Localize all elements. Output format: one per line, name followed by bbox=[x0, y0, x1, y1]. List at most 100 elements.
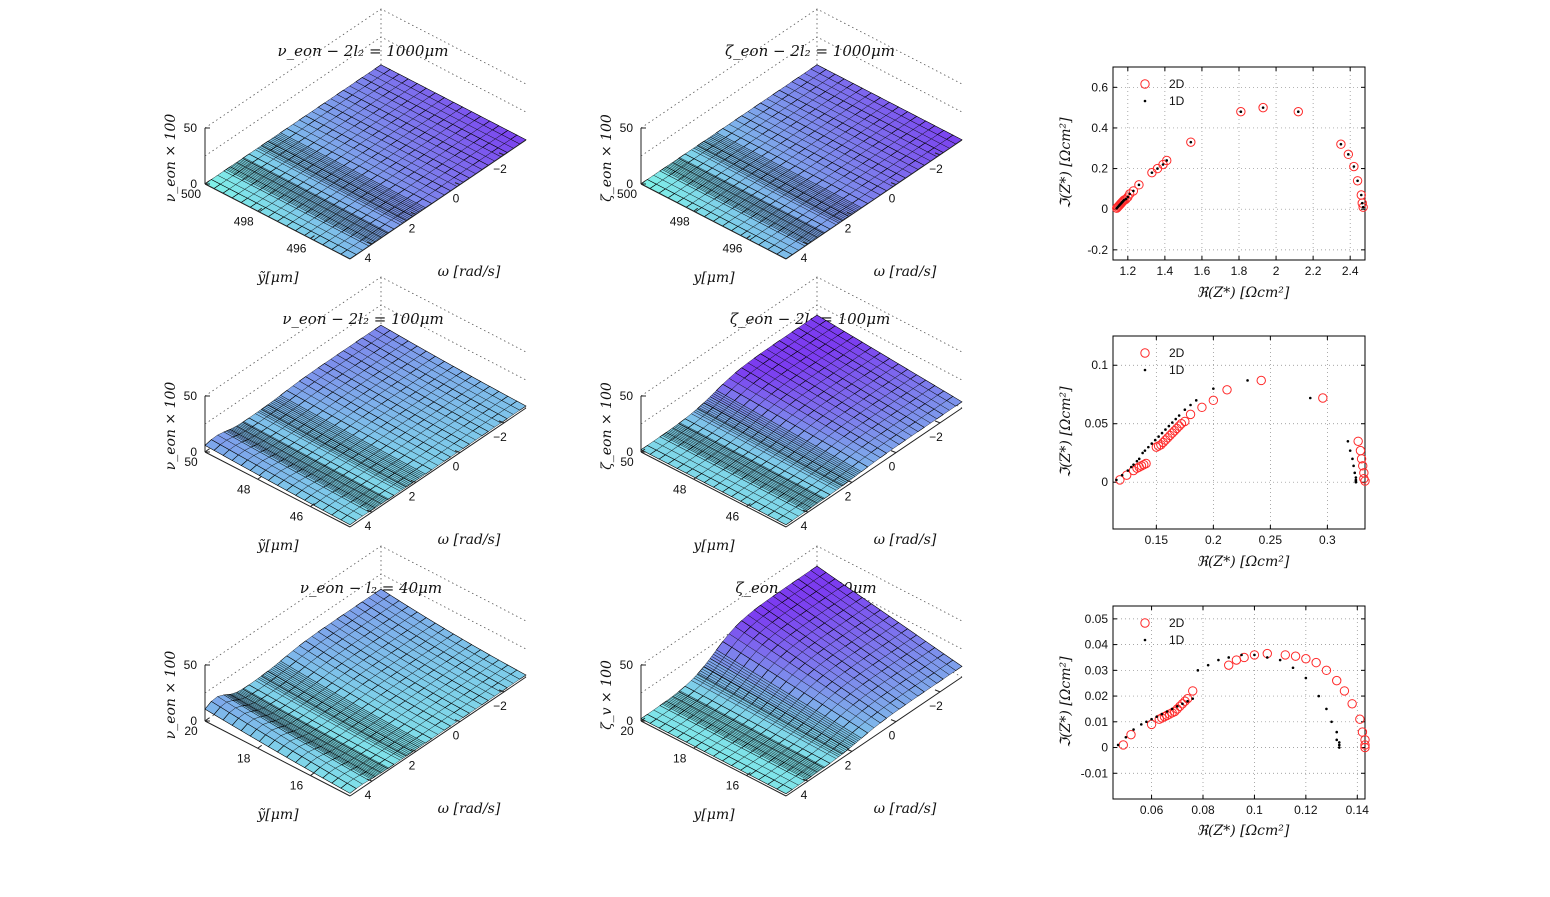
data-point-2d bbox=[1332, 675, 1342, 686]
surface-band-line bbox=[668, 698, 815, 775]
surface-band-line bbox=[242, 158, 388, 234]
data-point-2d bbox=[1180, 696, 1190, 706]
y-tick-label: 0.02 bbox=[1085, 689, 1109, 703]
data-point-1d bbox=[1278, 658, 1282, 662]
surface-band-line bbox=[238, 160, 384, 237]
surface-band-line bbox=[234, 693, 380, 775]
data-point-1d bbox=[1353, 471, 1357, 475]
surface-band-line bbox=[676, 692, 823, 770]
y-tick-label: 0.05 bbox=[1085, 417, 1109, 431]
surface-band-line bbox=[230, 166, 376, 243]
surface-band-line bbox=[701, 668, 848, 751]
data-point-1d bbox=[1132, 189, 1135, 193]
y-tick-label: 0.05 bbox=[1085, 612, 1109, 626]
y-axis-label: ω [rad/s] bbox=[874, 532, 937, 548]
chart-title: ν_eon − 2l₂ = 100μm bbox=[282, 310, 443, 328]
surface-band-line bbox=[277, 397, 423, 477]
surface-band-line bbox=[232, 693, 379, 776]
y-tick-label: 0 bbox=[453, 192, 460, 206]
y-tick bbox=[890, 182, 897, 186]
y-tick bbox=[846, 748, 853, 752]
surface-band-line bbox=[664, 701, 810, 778]
data-point-2d bbox=[1236, 106, 1246, 117]
surface-band-line bbox=[675, 693, 821, 771]
back-grid-line bbox=[640, 545, 963, 666]
data-point-1d bbox=[1147, 445, 1150, 449]
series-1D bbox=[1116, 653, 1341, 749]
legend-label: 2D bbox=[1169, 77, 1185, 91]
surface-band-lines bbox=[661, 391, 861, 511]
x-tick-label: 0.14 bbox=[1346, 803, 1370, 817]
plot-frame bbox=[1112, 335, 1366, 530]
z-tick-label: 50 bbox=[620, 121, 634, 135]
data-point-1d bbox=[1175, 705, 1179, 708]
surface-band-line bbox=[267, 404, 413, 484]
x-axis-label: y[μm] bbox=[692, 270, 735, 286]
surface-band-line bbox=[231, 428, 377, 508]
data-point-1d bbox=[1150, 717, 1153, 721]
x-tick-label: 498 bbox=[234, 214, 254, 228]
data-point-2d bbox=[1197, 402, 1207, 413]
y-tick-label: −2 bbox=[493, 430, 507, 444]
data-point-1d bbox=[1116, 743, 1120, 747]
data-point-1d bbox=[1227, 656, 1231, 659]
data-point-2d bbox=[1355, 714, 1365, 724]
back-grid-line bbox=[204, 276, 527, 397]
x-axis-label: ỹ[μm] bbox=[256, 807, 299, 823]
y-tick-label: 4 bbox=[801, 788, 808, 802]
surface-band-lines bbox=[661, 651, 861, 780]
z-tick-label: 0 bbox=[190, 445, 197, 459]
surface-band-line bbox=[664, 433, 810, 509]
y-tick-label: 4 bbox=[365, 519, 372, 533]
x-tick bbox=[310, 503, 315, 507]
x-tick-label: 20 bbox=[184, 724, 198, 738]
z-tick-label: 0 bbox=[190, 714, 197, 728]
x-axis-line bbox=[204, 183, 351, 260]
surface-band-line bbox=[678, 423, 824, 500]
data-point-1d bbox=[1115, 478, 1118, 482]
data-point-2d bbox=[1352, 176, 1363, 186]
data-point-1d bbox=[1155, 715, 1159, 718]
surface-band-line bbox=[713, 134, 859, 211]
x-axis-line bbox=[640, 183, 787, 260]
surface-band-line bbox=[696, 408, 843, 487]
y-tick-label: 0 bbox=[889, 729, 896, 743]
y-tick-label: 4 bbox=[801, 251, 808, 265]
data-point-1d bbox=[1141, 451, 1144, 455]
x-axis-line bbox=[640, 451, 787, 528]
surface-band-line bbox=[671, 428, 817, 505]
data-point-2d bbox=[1293, 106, 1303, 117]
data-point-1d bbox=[1165, 159, 1169, 162]
surface-band-line bbox=[270, 402, 416, 481]
surface-band-line bbox=[666, 432, 812, 508]
data-point-2d bbox=[1349, 161, 1359, 172]
surface-band-line bbox=[260, 409, 407, 488]
surface-band-line bbox=[227, 694, 373, 779]
y-tick-label: 2 bbox=[845, 758, 852, 772]
surface-band-line bbox=[663, 434, 809, 510]
data-point-1d bbox=[1212, 387, 1215, 390]
data-point-2d bbox=[1159, 711, 1170, 722]
data-point-1d bbox=[1361, 205, 1365, 209]
surface-band-line bbox=[278, 662, 425, 745]
data-point-1d bbox=[1124, 735, 1128, 739]
data-point-1d bbox=[1356, 179, 1359, 183]
y-axis-line bbox=[785, 139, 963, 260]
surface-band-line bbox=[676, 424, 823, 501]
surface-band-line bbox=[227, 430, 373, 510]
surface-band-line bbox=[240, 423, 387, 502]
surface-band-line bbox=[667, 699, 813, 776]
surface-band-line bbox=[235, 426, 381, 505]
z-axis-label: ζ_eon × 100 bbox=[599, 382, 615, 470]
surface-band-line bbox=[238, 424, 384, 503]
data-point-1d bbox=[1352, 464, 1355, 468]
surface-cell bbox=[340, 515, 357, 526]
data-point-2d bbox=[1360, 742, 1370, 753]
surface-band-line bbox=[264, 673, 410, 755]
y-tick bbox=[934, 152, 941, 156]
surface-band-line bbox=[668, 164, 815, 241]
y-tick-label: 2 bbox=[409, 221, 416, 235]
y-tick bbox=[498, 420, 505, 424]
